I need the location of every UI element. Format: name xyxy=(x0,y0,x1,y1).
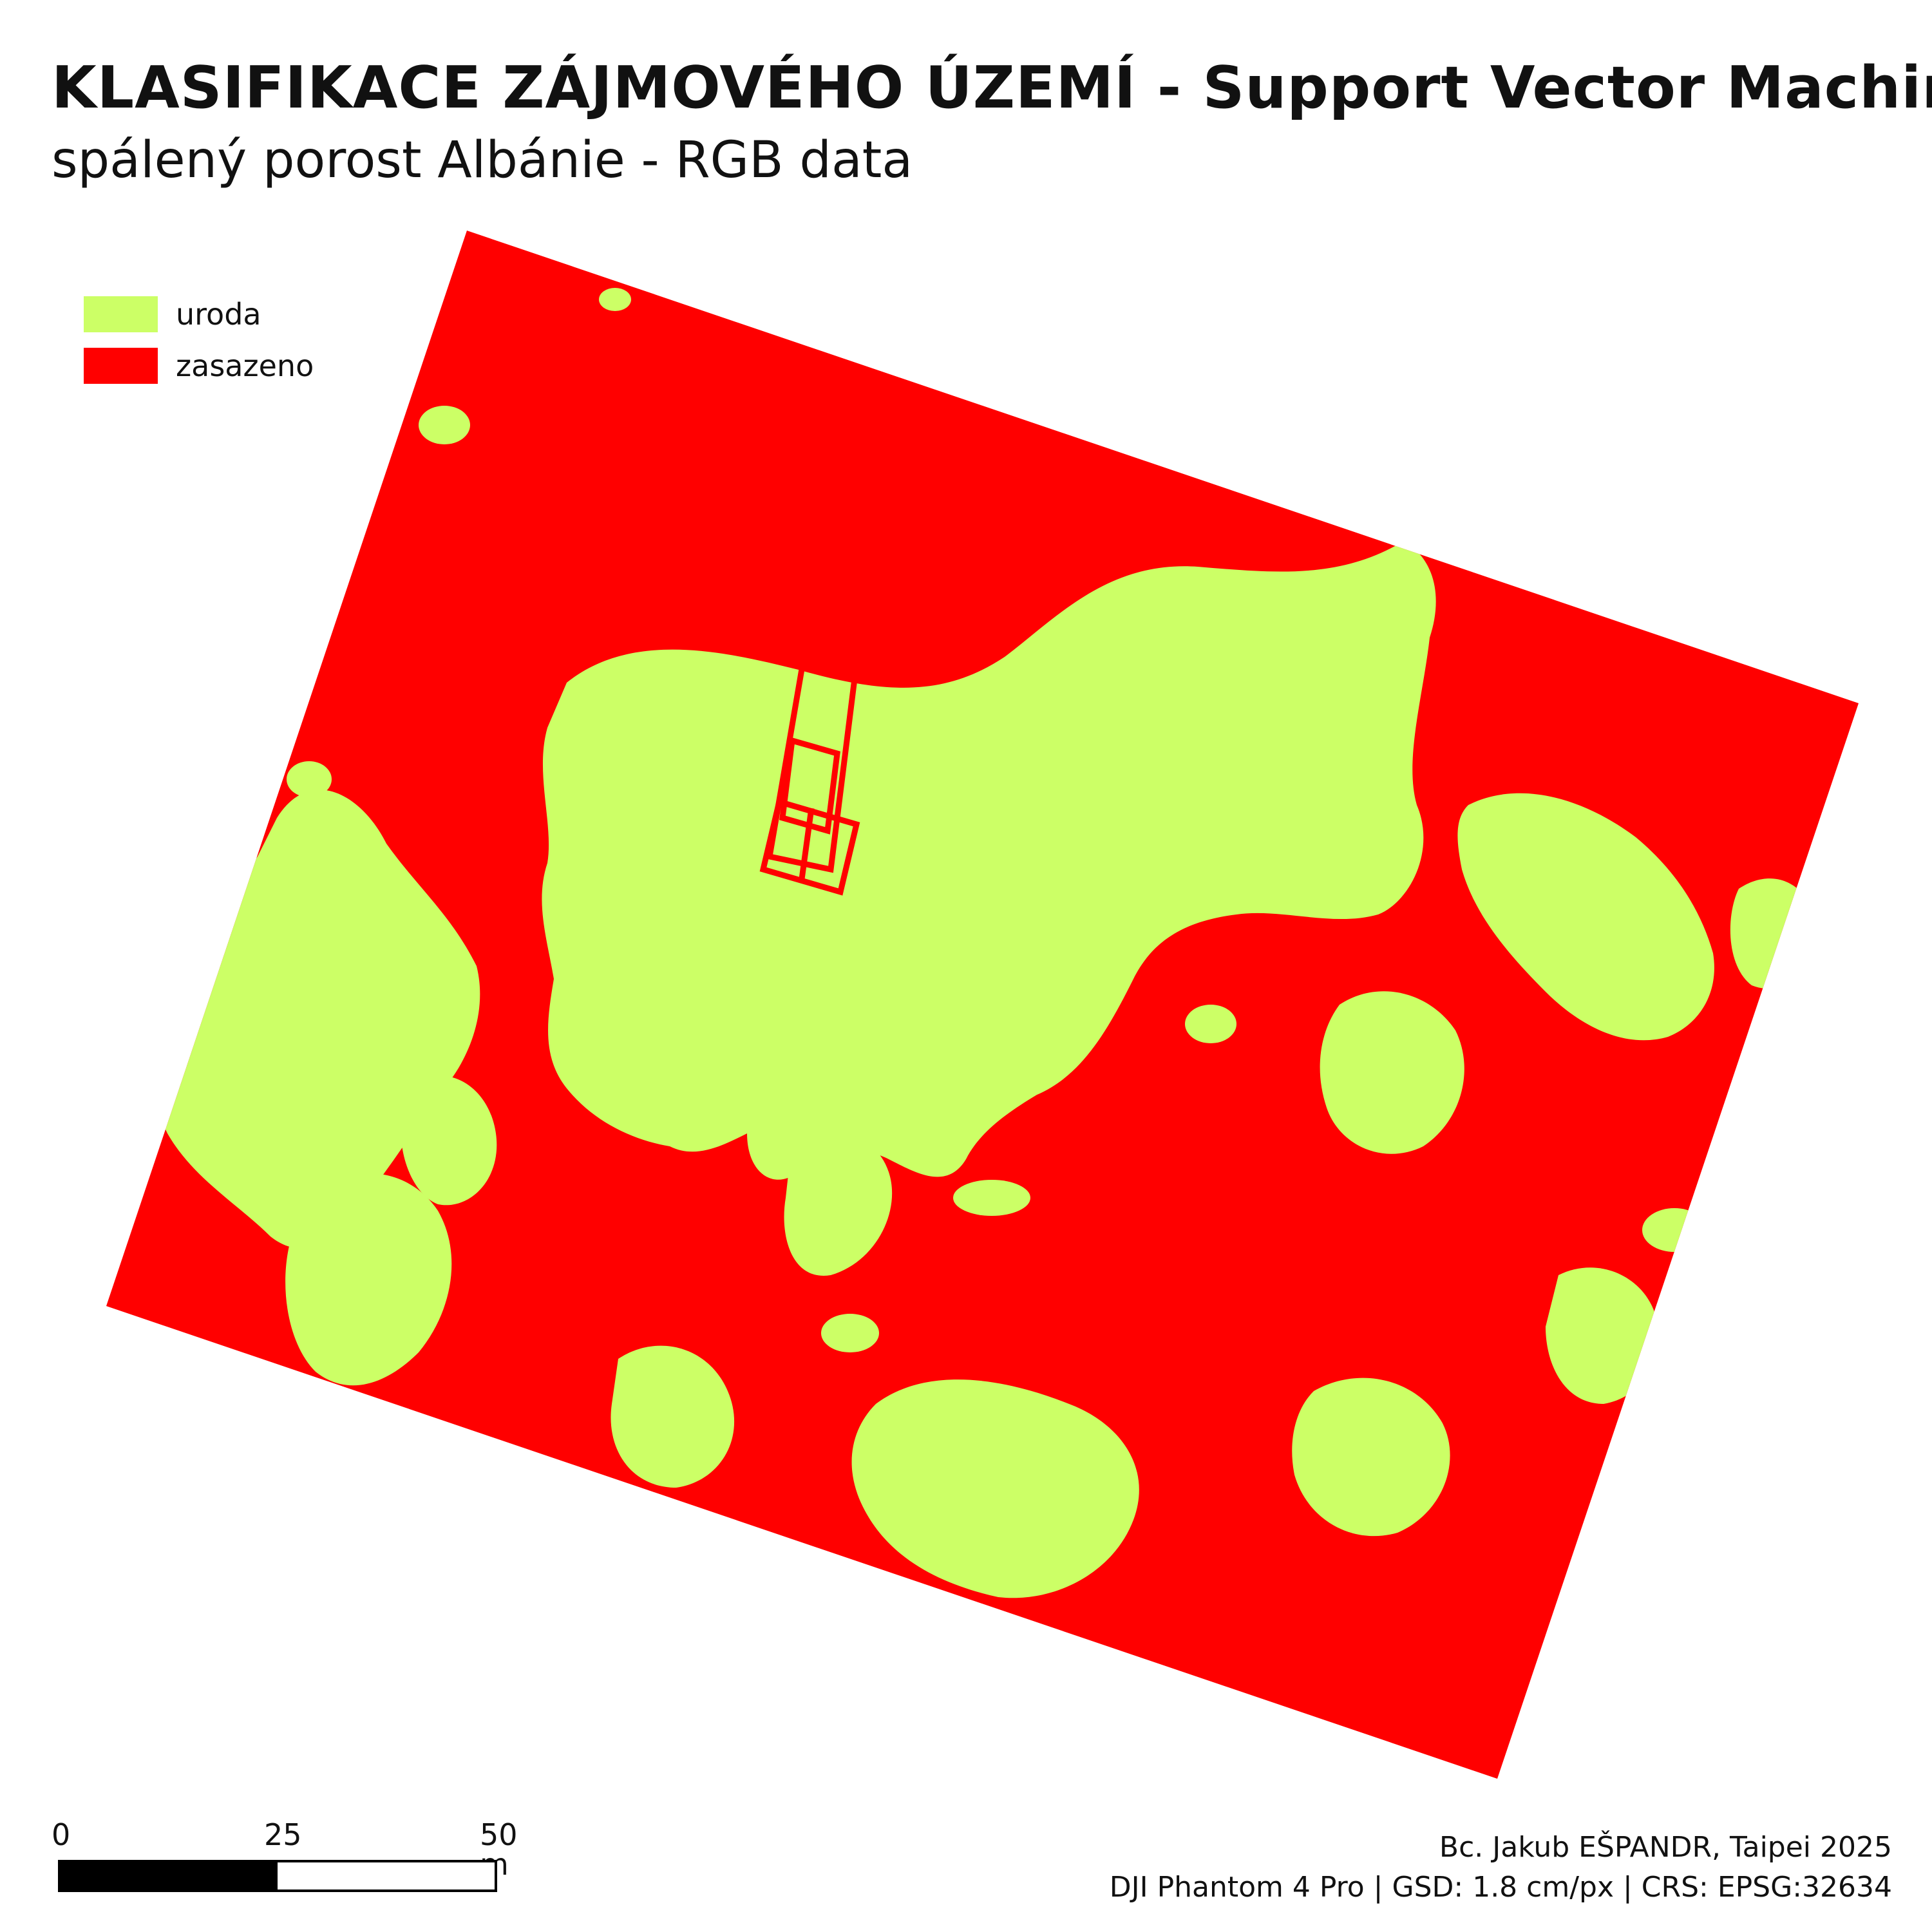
uroda-east-right xyxy=(1730,878,1816,989)
legend-label: zasazeno xyxy=(176,348,314,383)
building-outline xyxy=(759,647,860,896)
uroda-south-east xyxy=(1292,1378,1450,1537)
metadata-line: DJI Phantom 4 Pro | GSD: 1.8 cm/px | CRS… xyxy=(1109,1871,1892,1904)
map-subtitle: spálený porost Albánie - RGB data xyxy=(52,131,913,189)
scale-label-25: 25 xyxy=(264,1817,302,1852)
uroda-south-center xyxy=(851,1379,1139,1598)
scale-segment-white xyxy=(278,1862,495,1889)
uroda-central-lobe xyxy=(784,1131,893,1276)
uroda-speck xyxy=(287,761,332,797)
scale-label-50: 50 m xyxy=(480,1817,518,1879)
uroda-speck xyxy=(1642,1208,1707,1252)
legend-swatch xyxy=(84,348,158,384)
uroda-west-low xyxy=(285,1173,452,1386)
uroda-speck xyxy=(419,406,470,444)
uroda-central-belt xyxy=(542,541,1436,1180)
legend-label: uroda xyxy=(176,297,261,332)
author-line: Bc. Jakub EŠPANDR, Taipei 2025 xyxy=(1439,1831,1892,1864)
uroda-speck xyxy=(1024,863,1063,914)
uroda-south-west xyxy=(611,1345,735,1488)
scale-segment-black xyxy=(61,1862,278,1889)
uroda-speck xyxy=(953,1180,1030,1216)
scale-bar-box xyxy=(58,1860,497,1892)
uroda-far-east xyxy=(1546,1267,1659,1404)
credits: Bc. Jakub EŠPANDR, Taipei 2025 DJI Phant… xyxy=(1110,1828,1892,1908)
legend: uroda zasazeno xyxy=(84,289,314,392)
map-title: KLASIFIKACE ZÁJMOVÉHO ÚZEMÍ - Support Ve… xyxy=(52,54,1932,122)
uroda-speck xyxy=(821,1314,879,1352)
scale-bar: 0 25 50 m xyxy=(52,1817,518,1923)
legend-item-zasazeno: zasazeno xyxy=(84,340,314,392)
uroda-east xyxy=(1457,793,1714,1041)
uroda-west-mid xyxy=(401,1075,497,1206)
uroda-speck xyxy=(599,288,631,311)
uroda-speck xyxy=(1185,1005,1236,1043)
legend-swatch xyxy=(84,296,158,332)
scale-label-0: 0 xyxy=(52,1817,71,1852)
uroda-east-low xyxy=(1320,991,1464,1154)
legend-item-uroda: uroda xyxy=(84,289,314,340)
